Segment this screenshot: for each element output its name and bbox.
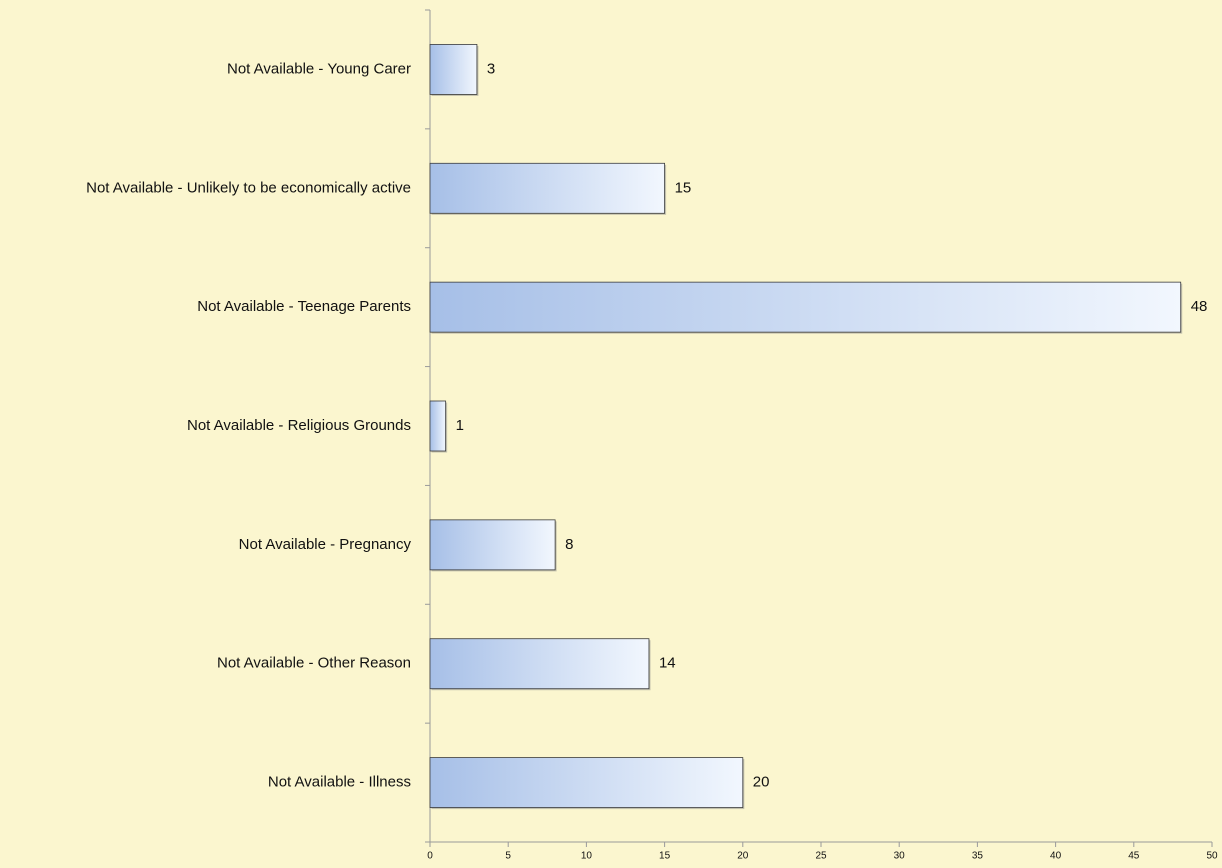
category-label: Not Available - Pregnancy [239, 536, 412, 553]
x-tick-label: 20 [737, 851, 749, 862]
x-tick-label: 40 [1050, 851, 1062, 862]
x-tick-label: 0 [427, 851, 433, 862]
category-label: Not Available - Unlikely to be economica… [86, 179, 411, 196]
value-label: 15 [675, 179, 692, 196]
category-label: Not Available - Religious Grounds [187, 417, 411, 434]
x-tick-label: 30 [894, 851, 906, 862]
value-label: 20 [753, 774, 770, 791]
category-label: Not Available - Illness [268, 774, 411, 791]
category-label: Not Available - Young Carer [227, 60, 411, 77]
bar [429, 162, 666, 214]
bar [429, 44, 478, 95]
x-tick-label: 50 [1206, 851, 1218, 862]
x-tick-label: 25 [815, 851, 827, 862]
x-tick-label: 10 [581, 851, 593, 862]
bar [429, 638, 650, 690]
value-label: 1 [456, 417, 464, 434]
x-tick-label: 35 [972, 851, 984, 862]
x-tick-label: 15 [659, 851, 671, 862]
bar [429, 281, 1182, 333]
value-label: 48 [1191, 298, 1208, 315]
value-label: 3 [487, 60, 495, 77]
category-label: Not Available - Other Reason [217, 655, 411, 672]
category-label: Not Available - Teenage Parents [197, 298, 411, 315]
bar [429, 519, 556, 571]
value-label: 14 [659, 655, 676, 672]
bar [429, 400, 447, 452]
x-tick-label: 45 [1128, 851, 1140, 862]
value-label: 8 [565, 536, 573, 553]
bar [429, 757, 744, 808]
x-tick-label: 5 [505, 851, 511, 862]
